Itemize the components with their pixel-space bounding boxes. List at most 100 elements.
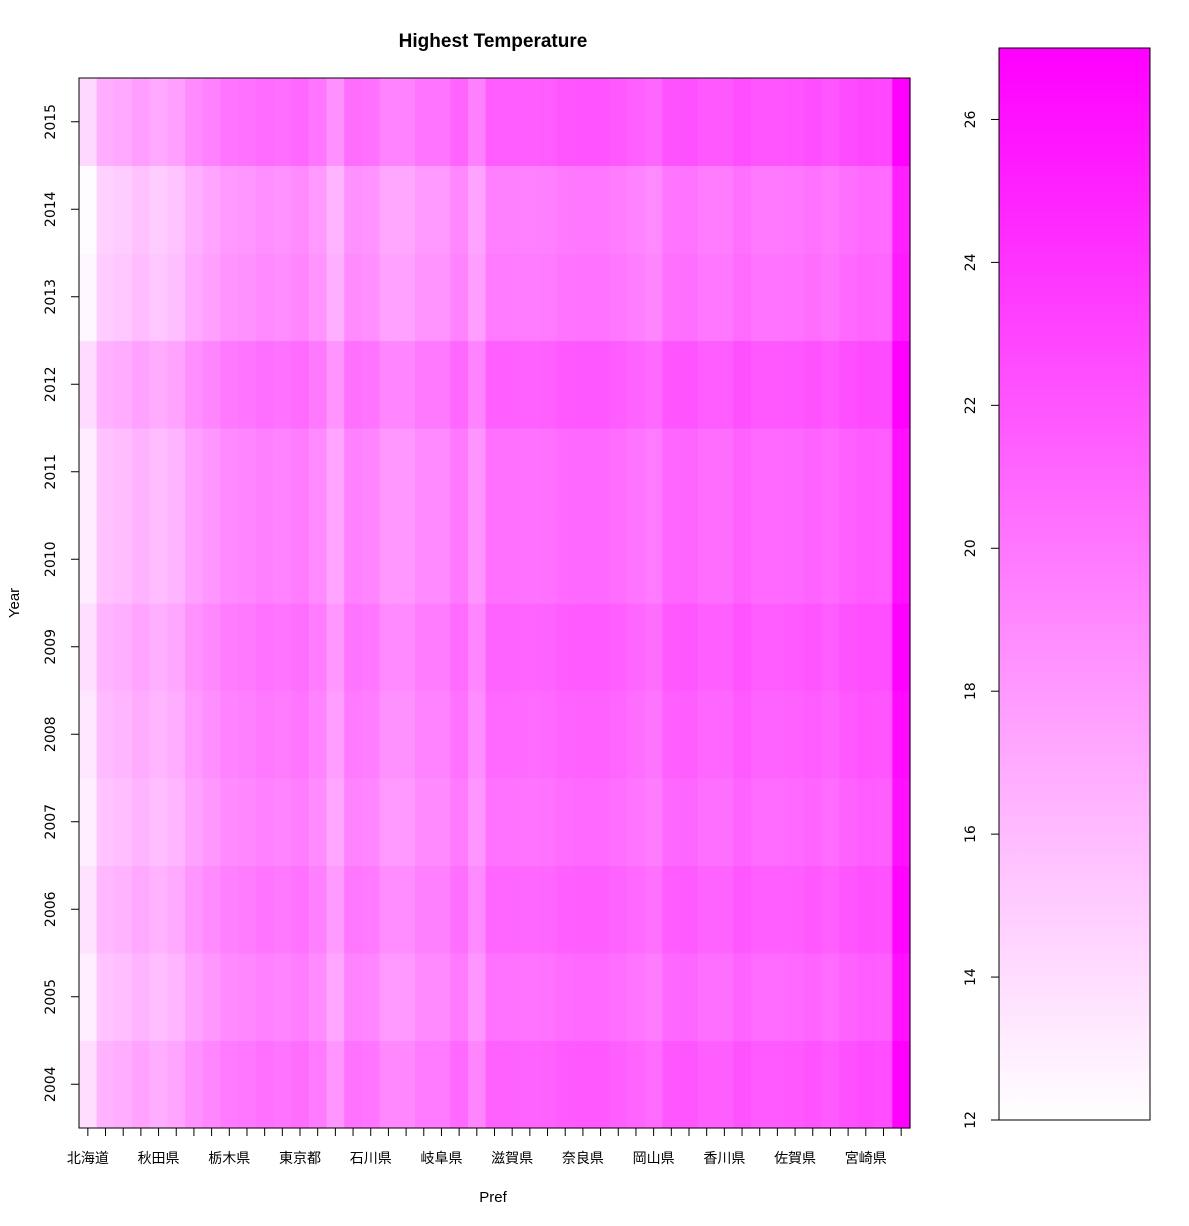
heatmap-cell bbox=[591, 778, 611, 867]
heatmap-cell bbox=[414, 1040, 434, 1129]
heatmap-cell bbox=[485, 865, 504, 954]
heatmap-cell bbox=[185, 515, 204, 604]
heatmap-cell bbox=[238, 340, 257, 429]
x-tick-label: 秋田県 bbox=[138, 1151, 180, 1167]
heatmap-cell bbox=[149, 603, 168, 692]
heatmap-cell bbox=[733, 78, 752, 167]
heatmap-cell bbox=[96, 428, 115, 517]
heatmap-cell bbox=[591, 953, 611, 1042]
heatmap-cell bbox=[768, 1040, 787, 1129]
heatmap-cell bbox=[202, 515, 222, 604]
heatmap-cell bbox=[839, 603, 858, 692]
heatmap-cell bbox=[644, 78, 664, 167]
heatmap-cell bbox=[397, 165, 416, 254]
heatmap-cell bbox=[733, 603, 752, 692]
heatmap-cell bbox=[609, 165, 628, 254]
heatmap-cell bbox=[96, 165, 115, 254]
heatmap-cell bbox=[273, 953, 292, 1042]
heatmap-cell bbox=[238, 253, 257, 342]
heatmap-cell bbox=[538, 340, 557, 429]
heatmap-cell bbox=[132, 78, 151, 167]
heatmap-cell bbox=[821, 428, 840, 517]
heatmap-cell bbox=[114, 865, 133, 954]
heatmap-cell bbox=[114, 953, 133, 1042]
heatmap-cell bbox=[255, 78, 275, 167]
heatmap-cell bbox=[839, 253, 858, 342]
heatmap-cell bbox=[414, 428, 434, 517]
heatmap-cell bbox=[715, 78, 734, 167]
heatmap-cell bbox=[379, 253, 398, 342]
heatmap-cell bbox=[662, 253, 681, 342]
heatmap-cell bbox=[255, 865, 275, 954]
heatmap-cell bbox=[96, 603, 115, 692]
heatmap-cell bbox=[291, 428, 310, 517]
heatmap-cell bbox=[892, 253, 911, 342]
heatmap-cell bbox=[485, 78, 504, 167]
heatmap-cell bbox=[238, 778, 257, 867]
y-tick-label: 2006 bbox=[43, 891, 59, 927]
heatmap-cell bbox=[467, 953, 487, 1042]
heatmap-cell bbox=[361, 690, 381, 779]
heatmap-cell bbox=[856, 428, 876, 517]
heatmap-cell bbox=[273, 690, 292, 779]
heatmap-cell bbox=[538, 78, 557, 167]
heatmap-cell bbox=[132, 515, 151, 604]
heatmap-cell bbox=[344, 78, 363, 167]
heatmap-cell bbox=[680, 515, 699, 604]
y-axis: 2004 2005 2006 2007 2008 2009 2010 2011 2012 2013… bbox=[43, 104, 79, 1102]
heatmap-cell bbox=[874, 865, 893, 954]
heatmap-cell bbox=[96, 78, 115, 167]
heatmap-cell bbox=[291, 953, 310, 1042]
heatmap-cell bbox=[591, 603, 611, 692]
heatmap-cell bbox=[803, 253, 823, 342]
heatmap-cell bbox=[308, 515, 328, 604]
heatmap-cell bbox=[856, 78, 876, 167]
y-tick-label: 2008 bbox=[43, 716, 59, 752]
heatmap-cell bbox=[697, 78, 717, 167]
heatmap-cell bbox=[202, 603, 222, 692]
heatmap-cell bbox=[132, 340, 151, 429]
heatmap-cell bbox=[768, 778, 787, 867]
heatmap-cell bbox=[750, 515, 770, 604]
heatmap-cell bbox=[803, 953, 823, 1042]
heatmap-cell bbox=[79, 865, 98, 954]
heatmap-cell bbox=[768, 865, 787, 954]
heatmap-cell bbox=[326, 515, 345, 604]
heatmap-cell bbox=[220, 778, 239, 867]
heatmap-cell bbox=[273, 428, 292, 517]
heatmap-cell bbox=[255, 603, 275, 692]
heatmap-cell bbox=[344, 778, 363, 867]
heatmap-cell bbox=[521, 428, 540, 517]
heatmap-cell bbox=[167, 690, 186, 779]
heatmap-cells bbox=[79, 78, 911, 1129]
heatmap-cell bbox=[220, 428, 239, 517]
heatmap-cell bbox=[291, 515, 310, 604]
heatmap-cell bbox=[344, 865, 363, 954]
heatmap-cell bbox=[273, 165, 292, 254]
heatmap-cell bbox=[803, 428, 823, 517]
colorbar-tick-label: 24 bbox=[963, 253, 979, 271]
heatmap-cell bbox=[644, 953, 664, 1042]
heatmap-cell bbox=[786, 340, 805, 429]
x-tick-label: 岡山県 bbox=[633, 1151, 675, 1167]
heatmap-cell bbox=[750, 78, 770, 167]
heatmap-cell bbox=[521, 78, 540, 167]
heatmap-cell bbox=[185, 340, 204, 429]
heatmap-cell bbox=[361, 340, 381, 429]
heatmap-cell bbox=[450, 778, 469, 867]
heatmap-cell bbox=[255, 690, 275, 779]
heatmap-cell bbox=[503, 515, 522, 604]
heatmap-cell bbox=[79, 165, 98, 254]
heatmap-cell bbox=[644, 865, 664, 954]
heatmap-cell bbox=[397, 690, 416, 779]
heatmap-cell bbox=[733, 428, 752, 517]
heatmap-cell bbox=[414, 78, 434, 167]
heatmap-cell bbox=[220, 340, 239, 429]
heatmap-cell bbox=[308, 165, 328, 254]
heatmap-cell bbox=[839, 340, 858, 429]
heatmap-cell bbox=[750, 603, 770, 692]
heatmap-cell bbox=[574, 690, 593, 779]
heatmap-cell bbox=[167, 778, 186, 867]
y-tick-label: 2005 bbox=[43, 979, 59, 1015]
heatmap-cell bbox=[715, 253, 734, 342]
